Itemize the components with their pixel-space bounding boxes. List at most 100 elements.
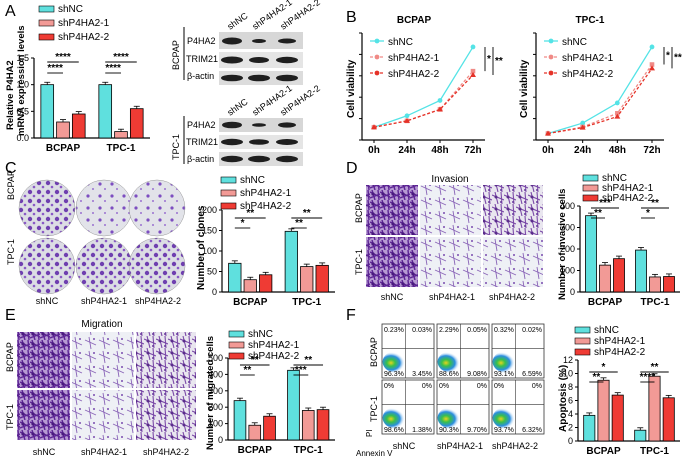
bar-shNC: [98, 84, 113, 139]
y-tick-label: 300: [208, 386, 223, 396]
e-col-shnc: shNC: [33, 447, 56, 457]
significance-mark: **: [651, 362, 659, 373]
legend-c-sh1: shP4HA2-1: [240, 188, 292, 199]
panel-b-viability-charts: BCPAP TPC-1 Cell viability Cell viabilit…: [346, 15, 682, 156]
significance-mark: *: [487, 54, 491, 65]
panel-e-chart: shNC shP4HA2-1 shP4HA2-2 Number of migra…: [205, 329, 335, 456]
point-shNC: [404, 113, 410, 119]
quadrant-ll: 96.3%: [384, 371, 404, 378]
flow-plot: 0.23% 0.03% 96.3% 3.45%: [381, 323, 435, 379]
significance-mark: *: [646, 208, 650, 219]
y-tick-label: 50: [207, 267, 217, 277]
x-tick-label: 48h: [431, 145, 448, 156]
b-title-tpc1: TPC-1: [576, 15, 605, 26]
quadrant-ur: 0%: [532, 383, 542, 390]
line-shP4HA2-2: [373, 74, 474, 128]
point-shP4HA2-2: [437, 106, 443, 112]
legend-marker: [374, 70, 380, 76]
bar-shNC: [284, 230, 298, 293]
legend-marker: [374, 38, 380, 44]
x-category-label: BCPAP: [46, 143, 81, 154]
x-category-label: BCPAP: [588, 297, 623, 308]
point-shP4HA2-2: [649, 65, 655, 71]
point-shP4HA2-2: [404, 117, 410, 123]
quadrant-ul: 0%: [384, 383, 394, 390]
y-tick-label: 10: [563, 369, 573, 379]
bar-shP4HA2-1: [597, 379, 610, 442]
y-tick-label: 300: [560, 223, 575, 233]
d-col-sh2: shP4HA2-2: [489, 292, 535, 302]
legend-f-sh1: shP4HA2-1: [594, 336, 646, 347]
x-tick-label: 72h: [643, 145, 660, 156]
x-tick-label: 24h: [398, 145, 415, 156]
legend-label: shP4HA2-1: [562, 53, 614, 64]
f-col-sh2: shP4HA2-2: [492, 441, 538, 451]
bar-shP4HA2-2: [315, 264, 329, 293]
f-row-bcpap: BCPAP: [369, 337, 379, 367]
quadrant-ll: 93.1%: [494, 371, 514, 378]
quadrant-ul: 0%: [494, 383, 504, 390]
panel-e-migration-images: Migration BCPAP TPC-1 shNC shP4HA2-1 shP…: [5, 319, 196, 457]
significance-mark: **: [303, 208, 311, 219]
point-shP4HA2-1: [615, 111, 620, 116]
significance-mark: **: [674, 53, 682, 64]
legend-c-sh2: shP4HA2-2: [240, 201, 292, 212]
e-ylabel: Number of migrated cells: [205, 336, 216, 450]
legend-e-sh2: shP4HA2-2: [248, 351, 300, 362]
panel-f-chart: shNC shP4HA2-1 shP4HA2-2 Apoptosis (%) 0…: [558, 325, 680, 457]
quadrant-lr: 1.38%: [412, 427, 432, 434]
y-tick-label: 100: [560, 266, 575, 276]
legend-label: shP4HA2-2: [388, 69, 440, 80]
point-shNC: [614, 100, 620, 106]
point-shP4HA2-2: [579, 124, 586, 130]
legend-c: shNC shP4HA2-1 shP4HA2-2: [220, 175, 292, 212]
y-tick-label: 2: [568, 423, 573, 433]
y-tick-label: 0: [218, 435, 223, 445]
bar-shP4HA2-1: [248, 424, 262, 441]
legend-d-sh1: shP4HA2-1: [602, 183, 654, 194]
line-shNC: [373, 46, 474, 128]
bar-shP4HA2-2: [129, 108, 144, 139]
bar-shP4HA2-1: [300, 266, 314, 293]
line-legend: shNC shP4HA2-1 shP4HA2-2: [370, 37, 440, 80]
line-legend: shNC shP4HA2-1 shP4HA2-2: [544, 37, 614, 80]
flow-plot: 0% 0% 93.7% 6.32%: [491, 379, 545, 435]
f-axis-pi: PI: [365, 429, 374, 437]
blot2-cell-label: TPC-1: [171, 134, 181, 160]
y-tick-label: 1.0: [16, 80, 29, 90]
panel-label-b: B: [346, 9, 357, 26]
quadrant-ll: 98.6%: [384, 427, 404, 434]
quadrant-lr: 6.32%: [522, 427, 542, 434]
bar-shNC: [287, 369, 300, 441]
legend-marker: [548, 54, 554, 60]
legend-f-shnc: shNC: [594, 325, 619, 336]
x-category-label: TPC-1: [641, 297, 670, 308]
y-tick-label: 0: [212, 287, 217, 297]
bar-shP4HA2-1: [649, 276, 661, 293]
legend-label: shNC: [388, 37, 413, 48]
quadrant-ll: 90.3%: [439, 427, 459, 434]
panel-c-colony-images: BCPAP TPC-1 shNC shP4HA2-1 shP4HA2-2: [6, 170, 186, 306]
e-title: Migration: [81, 319, 122, 330]
flow-plot-frame: [381, 379, 435, 435]
d-col-shnc: shNC: [381, 292, 404, 302]
f-ylabel: Apoptosis (%): [558, 365, 569, 432]
a-ylabel-2: mRNA expression levels: [16, 25, 27, 136]
b-ylabel-1: Cell viability: [346, 59, 357, 118]
legend-marker: [548, 70, 554, 76]
flow-plot: 0% 0% 98.6% 1.38%: [381, 379, 435, 435]
bar-shNC: [228, 262, 242, 293]
point-shP4HA2-2: [470, 71, 476, 77]
x-tick-label: 0h: [542, 145, 554, 156]
y-tick-label: 100: [202, 246, 217, 256]
bar-shP4HA2-2: [263, 415, 276, 441]
y-tick-label: 0: [568, 436, 573, 446]
significance-mark: ***: [599, 198, 611, 209]
legend-d: shNC shP4HA2-1 shP4HA2-2: [582, 173, 654, 204]
bar-shP4HA2-2: [71, 113, 86, 139]
point-shP4HA2-1: [649, 62, 655, 67]
flow-population: [437, 406, 466, 429]
x-tick-label: 24h: [574, 145, 591, 156]
panel-label-c: C: [5, 160, 17, 177]
